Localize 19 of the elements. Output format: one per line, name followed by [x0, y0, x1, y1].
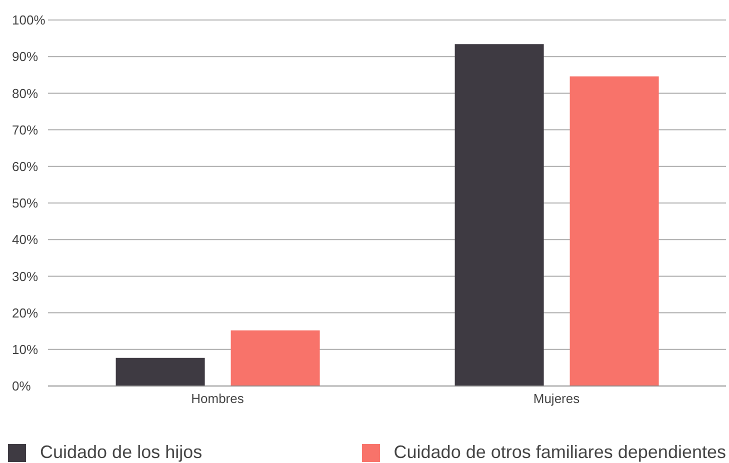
y-tick-label: 100%	[12, 12, 46, 28]
x-tick-label: Mujeres	[533, 391, 580, 406]
y-tick-label: 30%	[12, 268, 38, 284]
x-tick-label: Hombres	[191, 391, 244, 406]
y-tick-label: 20%	[12, 305, 38, 320]
bar	[454, 44, 544, 386]
legend-label: Cuidado de los hijos	[40, 442, 202, 463]
y-tick-label: 40%	[12, 232, 38, 248]
bar	[570, 76, 659, 386]
y-tick-label: 90%	[12, 49, 38, 64]
y-tick-label: 60%	[12, 159, 38, 174]
y-tick-label: 10%	[12, 342, 38, 358]
bar	[230, 330, 320, 386]
y-tick-label: 80%	[12, 86, 38, 101]
y-tick-label: 50%	[12, 196, 38, 211]
legend-label: Cuidado de otros familiares dependientes	[394, 442, 726, 463]
bar	[116, 358, 205, 386]
y-tick-label: 0%	[12, 378, 32, 394]
y-tick-label: 70%	[12, 122, 38, 138]
